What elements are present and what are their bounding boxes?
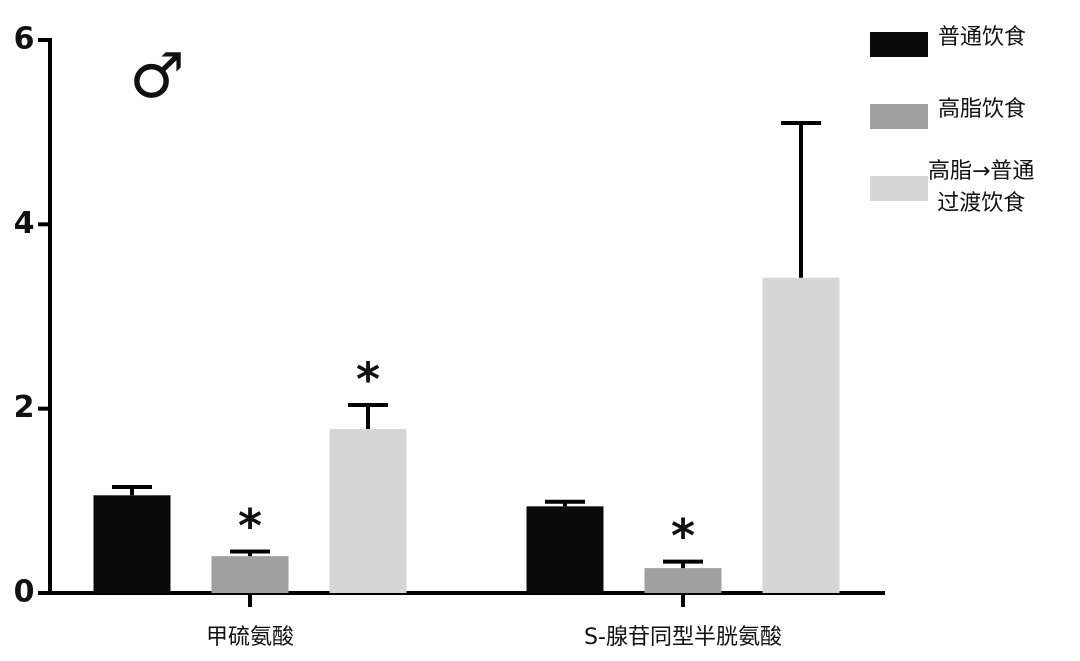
y-tick-label: 6	[14, 22, 35, 57]
bar	[93, 495, 171, 593]
legend-label: 高脂→普通 过渡饮食	[928, 159, 1035, 216]
bar	[644, 568, 722, 593]
x-tick-label: S-腺苷同型半胱氨酸	[584, 625, 782, 650]
legend-item: 高脂→普通 过渡饮食	[870, 159, 1075, 238]
significance-mark: *	[238, 499, 262, 553]
legend-label: 普通饮食	[938, 25, 1027, 50]
legend: 普通饮食高脂饮食高脂→普通 过渡饮食	[870, 22, 1075, 238]
legend-swatch	[870, 176, 928, 201]
bar	[526, 506, 604, 593]
significance-mark: *	[671, 509, 695, 563]
error-bar	[663, 559, 703, 569]
error-bar	[545, 499, 585, 507]
legend-item: 普通饮食	[870, 22, 1075, 94]
sex-annotation: ♂	[129, 39, 185, 112]
bar	[762, 277, 840, 593]
legend-swatch	[870, 104, 928, 129]
bar	[329, 428, 407, 593]
x-tick-label: 甲硫氨酸	[206, 625, 294, 650]
error-bar	[112, 485, 152, 496]
legend-swatch	[870, 32, 928, 57]
y-tick-label: 2	[14, 390, 35, 425]
bar	[211, 556, 289, 593]
legend-item: 高脂饮食	[870, 94, 1075, 166]
error-bar	[348, 402, 388, 429]
legend-label: 高脂饮食	[938, 97, 1027, 122]
y-tick-label: 0	[14, 575, 35, 610]
error-bar	[781, 120, 821, 278]
y-tick-label: 4	[14, 206, 35, 241]
error-bar	[230, 549, 270, 557]
significance-mark: *	[356, 352, 380, 406]
